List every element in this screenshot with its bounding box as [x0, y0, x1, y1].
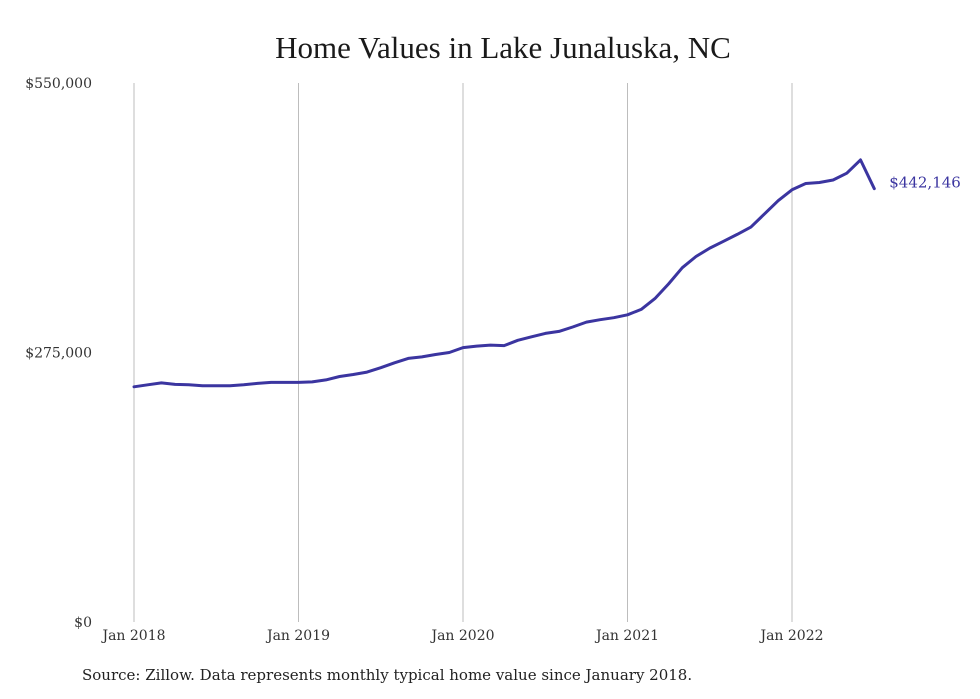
x-tick-label: Jan 2020: [429, 628, 494, 644]
series-line-group: [132, 158, 876, 389]
x-tick-label: Jan 2018: [100, 628, 165, 644]
y-tick-label: $275,000: [25, 346, 92, 362]
gridlines: [133, 83, 793, 622]
end-value-label: $442,146: [889, 174, 961, 192]
x-tick-label: Jan 2021: [594, 628, 659, 644]
chart-title: Home Values in Lake Junaluska, NC: [275, 30, 731, 65]
y-axis-tick-labels: $0 $275,000 $550,000: [25, 76, 92, 631]
series-line: [132, 158, 876, 389]
y-tick-label: $0: [74, 615, 92, 631]
x-tick-label: Jan 2019: [265, 628, 330, 644]
y-tick-label: $550,000: [25, 76, 92, 92]
source-note: Source: Zillow. Data represents monthly …: [82, 666, 693, 684]
x-axis-tick-labels: Jan 2018 Jan 2019 Jan 2020 Jan 2021 Jan 2022: [100, 628, 823, 644]
x-tick-label: Jan 2022: [758, 628, 823, 644]
